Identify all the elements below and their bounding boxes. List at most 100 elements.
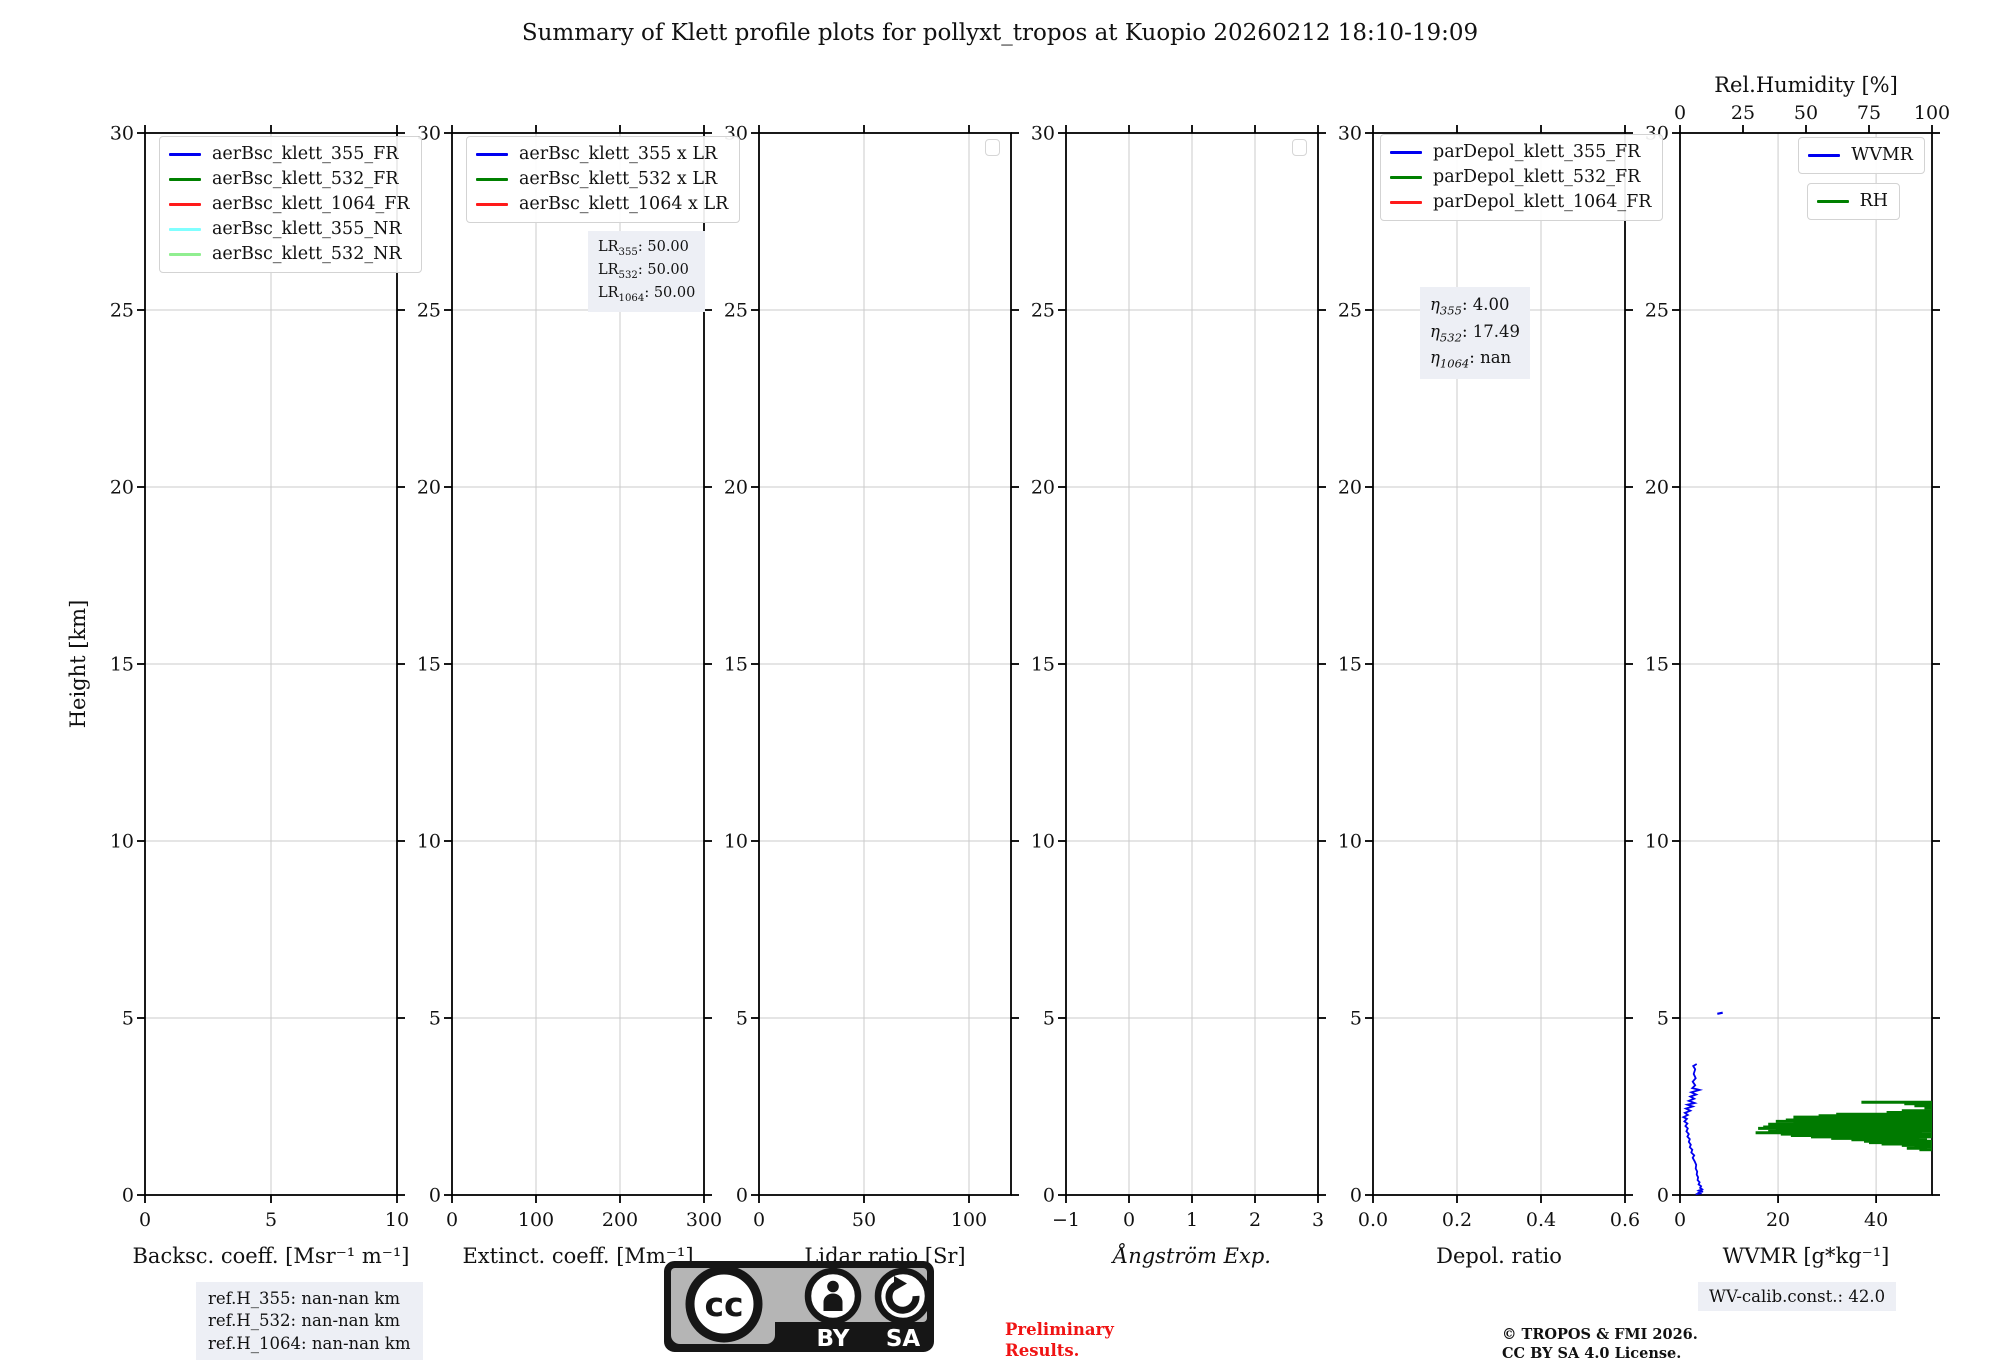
svg-text:20: 20: [417, 477, 441, 499]
svg-text:0.4: 0.4: [1526, 1209, 1556, 1231]
ref-height-532: ref.H_532: nan-nan km: [208, 1311, 400, 1331]
legend-item: WVMR: [1808, 143, 1913, 168]
annotation-line: η532: 17.49: [1430, 321, 1520, 344]
svg-text:100: 100: [1914, 102, 1950, 124]
annotation-extinct: LR355: 50.00 LR532: 50.00 LR1064: 50.00: [588, 231, 706, 313]
legend-line-sample: [169, 203, 201, 206]
cc-circle-icon: [685, 1265, 763, 1343]
legend-label: aerBsc_klett_355_FR: [212, 144, 399, 164]
legend-extinct: aerBsc_klett_355 x LR aerBsc_klett_532 x …: [466, 136, 741, 223]
svg-text:10: 10: [1031, 831, 1055, 853]
svg-text:30: 30: [1031, 123, 1055, 145]
legend-item: aerBsc_klett_1064 x LR: [476, 192, 728, 217]
svg-text:5: 5: [429, 1008, 441, 1030]
legend-line-sample: [1390, 201, 1422, 204]
legend-line-sample: [1816, 200, 1849, 203]
svg-text:15: 15: [724, 654, 748, 676]
svg-text:10: 10: [385, 1209, 409, 1231]
legend-depol: parDepol_klett_355_FR parDepol_klett_532_…: [1380, 134, 1664, 221]
svg-text:0.0: 0.0: [1358, 1209, 1388, 1231]
svg-text:20: 20: [1766, 1209, 1790, 1231]
svg-text:25: 25: [724, 300, 748, 322]
legend-line-sample: [169, 153, 201, 156]
series-WVMR: [1681, 1063, 1705, 1196]
svg-text:0.6: 0.6: [1610, 1209, 1640, 1231]
svg-text:15: 15: [417, 654, 441, 676]
preliminary-line-2: Results.: [1005, 1340, 1080, 1360]
legend-angstrom-empty: [1292, 139, 1307, 156]
svg-text:15: 15: [110, 654, 134, 676]
svg-text:20: 20: [1645, 477, 1669, 499]
legend-label: parDepol_klett_1064_FR: [1433, 192, 1652, 212]
svg-text:10: 10: [110, 831, 134, 853]
legend-item: aerBsc_klett_532_FR: [169, 167, 410, 192]
svg-text:0: 0: [122, 1185, 134, 1207]
ref-height-annotation: ref.H_355: nan-nan km ref.H_532: nan-nan…: [196, 1282, 423, 1360]
wv-calib-annotation: WV-calib.const.: 42.0: [1698, 1282, 1897, 1311]
svg-text:25: 25: [1031, 300, 1055, 322]
legend-item: aerBsc_klett_532 x LR: [476, 167, 728, 192]
svg-text:25: 25: [110, 300, 134, 322]
svg-text:15: 15: [1645, 654, 1669, 676]
svg-text:20: 20: [110, 477, 134, 499]
svg-text:20: 20: [1031, 477, 1055, 499]
legend-label: RH: [1859, 191, 1888, 211]
svg-text:Depol. ratio: Depol. ratio: [1436, 1244, 1562, 1268]
svg-text:100: 100: [951, 1209, 987, 1231]
svg-text:0: 0: [753, 1209, 765, 1231]
legend-item: aerBsc_klett_532_NR: [169, 242, 410, 267]
svg-text:40: 40: [1864, 1209, 1888, 1231]
svg-text:0: 0: [1674, 1209, 1686, 1231]
svg-text:Rel.Humidity [%]: Rel.Humidity [%]: [1714, 73, 1898, 97]
legend-lidar-ratio-empty: [985, 139, 1000, 156]
svg-text:5: 5: [1043, 1008, 1055, 1030]
svg-text:1: 1: [1186, 1209, 1198, 1231]
figure-title: Summary of Klett profile plots for polly…: [521, 20, 1479, 46]
svg-text:5: 5: [1350, 1008, 1362, 1030]
legend-label: aerBsc_klett_355 x LR: [519, 144, 718, 164]
legend-line-sample: [1390, 176, 1422, 179]
by-person-body: [823, 1293, 843, 1311]
svg-text:10: 10: [1645, 831, 1669, 853]
copyright-line-1: © TROPOS & FMI 2026.: [1502, 1326, 1698, 1343]
annotation-depol: η355: 4.00 η532: 17.49 η1064: nan: [1420, 287, 1530, 379]
legend-line-sample: [169, 178, 201, 181]
sa-arrow-arc: [885, 1280, 920, 1314]
legend-label: aerBsc_klett_1064 x LR: [519, 194, 729, 214]
sa-arrow-head: [894, 1276, 907, 1291]
copyright-line-2: CC BY SA 4.0 License.: [1502, 1344, 1682, 1360]
svg-text:30: 30: [110, 123, 134, 145]
svg-text:0: 0: [1123, 1209, 1135, 1231]
series-WVMR-upper-segment: [1717, 1011, 1723, 1015]
legend-label: aerBsc_klett_532 x LR: [519, 169, 718, 189]
svg-text:100: 100: [518, 1209, 554, 1231]
svg-text:200: 200: [602, 1209, 638, 1231]
annotation-line: η355: 4.00: [1430, 295, 1510, 318]
svg-text:0: 0: [1043, 1185, 1055, 1207]
svg-text:5: 5: [122, 1008, 134, 1030]
legend-label: aerBsc_klett_355_NR: [212, 219, 402, 239]
annotation-line: LR1064: 50.00: [598, 285, 696, 305]
cc-by-sa-badge: cc BY SA: [664, 1261, 934, 1352]
ref-height-355: ref.H_355: nan-nan km: [208, 1289, 400, 1308]
svg-text:5: 5: [1657, 1008, 1669, 1030]
legend-label: parDepol_klett_355_FR: [1433, 142, 1641, 162]
svg-text:50: 50: [852, 1209, 876, 1231]
svg-text:0.2: 0.2: [1442, 1209, 1472, 1231]
ref-height-1064: ref.H_1064: nan-nan km: [208, 1333, 411, 1353]
legend-item: RH: [1816, 189, 1888, 214]
annotation-line: LR355: 50.00: [598, 239, 689, 258]
legend-item: parDepol_klett_1064_FR: [1390, 190, 1651, 215]
legend-label: aerBsc_klett_532_NR: [212, 244, 402, 264]
svg-text:5: 5: [736, 1008, 748, 1030]
legend-item: aerBsc_klett_355_NR: [169, 217, 410, 242]
legend-label: parDepol_klett_532_FR: [1433, 167, 1641, 187]
svg-text:10: 10: [1338, 831, 1362, 853]
cc-badge-by-label: BY: [817, 1326, 850, 1352]
panel-depol: 0.0 0.2 0.4 0.6 0 5 10 15 20 25 30 Depol. ratio: [1338, 123, 1640, 1269]
svg-text:0: 0: [1674, 102, 1686, 124]
legend-line-sample: [169, 228, 201, 231]
